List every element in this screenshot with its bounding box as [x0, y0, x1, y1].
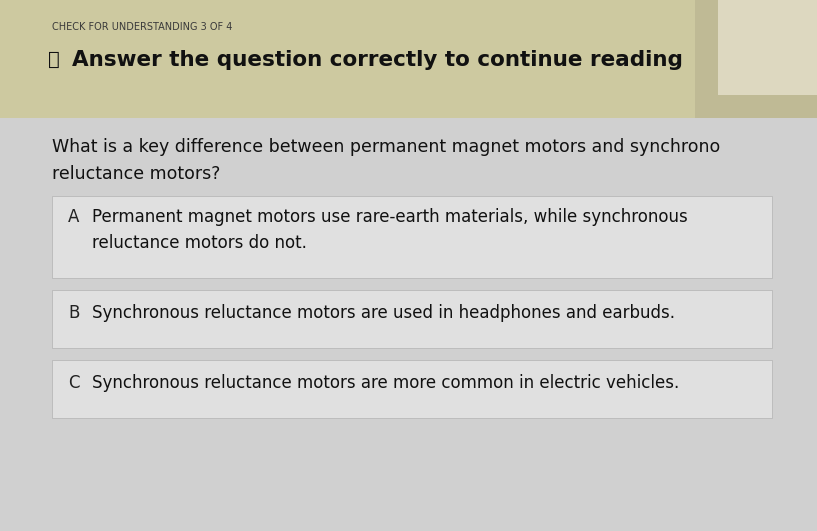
Text: B: B	[68, 304, 79, 322]
Text: Permanent magnet motors use rare-earth materials, while synchronous: Permanent magnet motors use rare-earth m…	[92, 208, 688, 226]
Text: reluctance motors?: reluctance motors?	[52, 165, 221, 183]
Text: A: A	[68, 208, 79, 226]
Text: Answer the question correctly to continue reading: Answer the question correctly to continu…	[72, 50, 683, 70]
FancyBboxPatch shape	[0, 0, 695, 118]
FancyBboxPatch shape	[718, 0, 817, 95]
FancyBboxPatch shape	[52, 290, 772, 348]
Text: reluctance motors do not.: reluctance motors do not.	[92, 234, 307, 252]
Text: 🔒: 🔒	[48, 50, 60, 69]
FancyBboxPatch shape	[52, 360, 772, 418]
Text: What is a key difference between permanent magnet motors and synchrono: What is a key difference between permane…	[52, 138, 721, 156]
Text: Synchronous reluctance motors are more common in electric vehicles.: Synchronous reluctance motors are more c…	[92, 374, 679, 392]
Text: Synchronous reluctance motors are used in headphones and earbuds.: Synchronous reluctance motors are used i…	[92, 304, 675, 322]
FancyBboxPatch shape	[52, 196, 772, 278]
FancyBboxPatch shape	[695, 0, 817, 118]
Text: C: C	[68, 374, 79, 392]
Text: CHECK FOR UNDERSTANDING 3 OF 4: CHECK FOR UNDERSTANDING 3 OF 4	[52, 22, 232, 32]
